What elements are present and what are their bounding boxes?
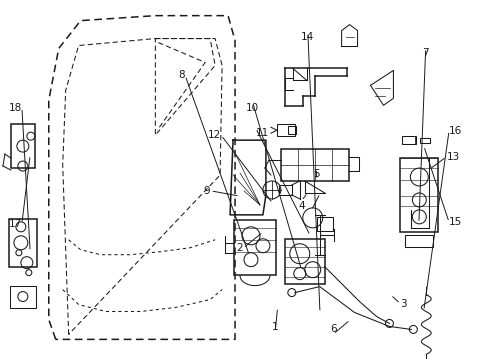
- Text: 10: 10: [246, 103, 259, 113]
- Text: 13: 13: [446, 152, 459, 162]
- Text: 11: 11: [255, 128, 268, 138]
- Bar: [234, 220, 275, 275]
- Text: 15: 15: [448, 217, 461, 227]
- Bar: [11, 124, 35, 168]
- Text: 1: 1: [271, 322, 278, 332]
- Bar: [405, 235, 432, 247]
- Text: 8: 8: [178, 70, 184, 80]
- Text: 4: 4: [298, 201, 304, 211]
- Bar: [420, 138, 429, 143]
- Bar: [402, 136, 415, 144]
- Text: 16: 16: [448, 126, 461, 135]
- Bar: [316, 217, 332, 231]
- Text: 18: 18: [9, 103, 22, 113]
- Text: 9: 9: [203, 186, 210, 196]
- Bar: [9, 219, 37, 267]
- Bar: [10, 285, 36, 307]
- Bar: [276, 124, 294, 136]
- Bar: [285, 239, 324, 284]
- Bar: [280, 149, 348, 181]
- Text: 2: 2: [236, 243, 243, 253]
- Text: 3: 3: [400, 299, 406, 309]
- Text: 6: 6: [329, 324, 336, 334]
- Text: 17: 17: [9, 219, 22, 229]
- Bar: [287, 126, 295, 134]
- Text: 5: 5: [313, 168, 319, 179]
- Text: 7: 7: [422, 48, 428, 58]
- Text: 12: 12: [207, 130, 221, 140]
- Text: 14: 14: [301, 32, 314, 42]
- Bar: [400, 158, 437, 232]
